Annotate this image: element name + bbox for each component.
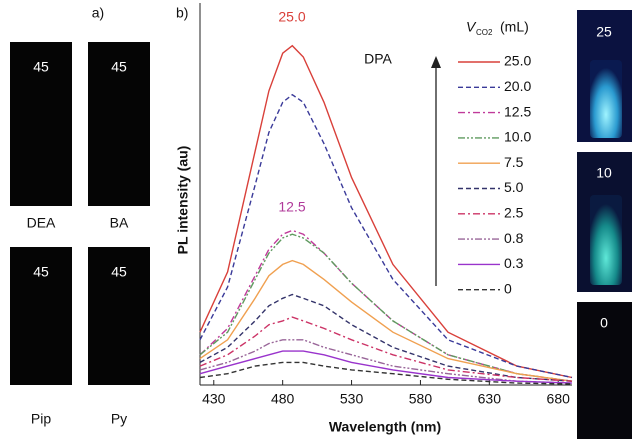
sample-name: BA [110,215,129,231]
legend-label: 20.0 [504,78,531,94]
legend-title-unit: (mL) [500,19,529,35]
sample-name: Pip [31,411,51,427]
sample-name: Py [111,411,127,427]
spectrum-line [199,259,573,382]
sample-name: DEA [27,215,56,231]
x-tick-label: 580 [409,391,433,407]
legend-label: 25.0 [504,53,531,69]
panel-label: b) [176,5,188,21]
legend-label: 0.3 [504,255,524,271]
x-tick-label: 430 [202,391,226,407]
spectrum-line [199,229,573,382]
panel-label: a) [92,5,104,21]
arrow-head [431,56,441,68]
x-tick-label: 680 [547,391,571,407]
x-axis-title: Wavelength (nm) [329,419,441,435]
sample-value: 45 [33,59,49,75]
legend-label: 12.5 [504,103,531,119]
spectrum-line [199,361,573,385]
vial-label: 25 [596,24,612,40]
spectrum-line [199,293,573,382]
spectrum-line [199,233,573,382]
annotation: DPA [364,51,392,67]
sample-value: 45 [111,59,127,75]
spectrum-line [199,339,573,384]
x-tick-label: 530 [340,391,364,407]
legend-title-sub: CO2 [476,28,493,37]
legend-label: 5.0 [504,179,524,195]
vial-label: 10 [596,165,612,181]
x-tick-label: 630 [478,391,502,407]
annotation: 12.5 [278,199,305,215]
vial-label: 0 [600,315,608,331]
spectrum-line [199,316,573,382]
sample-photo [10,247,72,385]
x-tick-label: 480 [271,391,295,407]
vial-photo [577,302,632,439]
sample-photo [88,42,150,206]
sample-value: 45 [111,264,127,280]
sample-photo [10,42,72,206]
spectrum-line [199,350,573,384]
legend-title: V [466,19,477,35]
legend-label: 0 [504,280,512,296]
annotation: 25.0 [278,9,305,25]
legend-label: 0.8 [504,230,524,246]
legend-label: 2.5 [504,205,524,221]
legend-label: 10.0 [504,129,531,145]
sample-value: 45 [33,264,49,280]
legend-label: 7.5 [504,154,524,170]
spectrum-line [199,44,573,379]
y-axis-title: PL intensity (au) [175,146,191,255]
vial [590,60,622,138]
vial [590,195,622,285]
sample-photo [88,247,150,385]
